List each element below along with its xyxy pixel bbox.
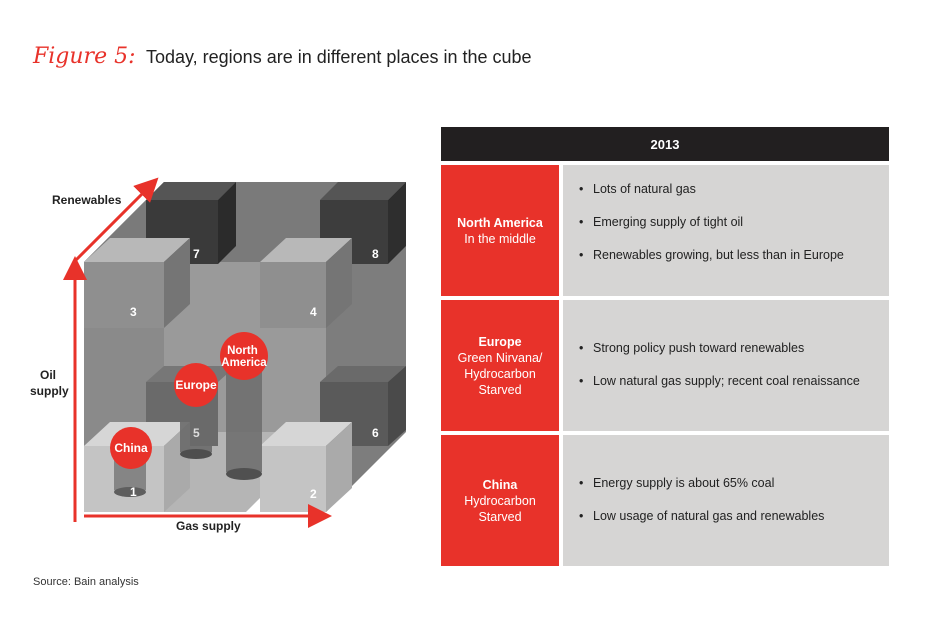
corner-number-5: 5 [193, 426, 200, 440]
region-cell: North America In the middle [441, 165, 559, 296]
region-name: North America [457, 215, 543, 230]
china-marker: China [110, 427, 152, 469]
renewables-axis-label: Renewables [52, 193, 122, 207]
region-subtitle: Hydrocarbon Starved [464, 493, 536, 524]
corner-number-1: 1 [130, 485, 137, 499]
region-name: China [482, 477, 518, 492]
bullets-cell: • Energy supply is about 65% coal • Low us… [563, 435, 889, 566]
cube-svg: 3 4 7 8 5 6 1 2 China Europe North Ameri… [30, 177, 406, 533]
figure-title-row: Figure 5: Today, regions are in differen… [33, 44, 532, 69]
corner-number-8: 8 [372, 247, 379, 261]
corner-number-6: 6 [372, 426, 379, 440]
europe-marker: Europe [174, 363, 218, 407]
region-cell: China Hydrocarbon Starved [441, 435, 559, 566]
source-note: Source: Bain analysis [33, 576, 139, 588]
bullet-item: • Strong policy push toward renewables [579, 341, 805, 355]
bullets-cell: • Strong policy push toward renewables • L… [563, 300, 889, 431]
bullet-item: • Low natural gas supply; recent coal ren… [579, 374, 860, 388]
bullet-item: • Low usage of natural gas and renewables [579, 509, 825, 523]
north-america-cylinder [226, 360, 262, 480]
bullets-cell: • Lots of natural gas • Emerging supply of… [563, 165, 889, 296]
north-america-marker-label: North America [221, 345, 267, 369]
corner-number-2: 2 [310, 487, 317, 501]
region-subtitle: Green Nirvana/ Hydrocarbon Starved [457, 350, 543, 397]
china-marker-label: China [114, 441, 148, 455]
cube-diagram: 3 4 7 8 5 6 1 2 China Europe North Ameri… [30, 170, 430, 550]
table-row-china: China Hydrocarbon Starved • Energy supply… [441, 435, 889, 566]
corner-number-3: 3 [130, 305, 137, 319]
renewables-axis-arrow [72, 177, 159, 264]
corner-number-4: 4 [310, 305, 317, 319]
cube-box-4 [260, 238, 352, 328]
table-header: 2013 [441, 127, 889, 161]
bullet-item: • Energy supply is about 65% coal [579, 476, 775, 490]
table-row-europe: Europe Green Nirvana/ Hydrocarbon Starve… [441, 300, 889, 431]
north-america-marker: North America [220, 332, 268, 380]
figure-title: Today, regions are in different places i… [145, 47, 532, 67]
europe-marker-label: Europe [175, 378, 217, 392]
gas-supply-axis-label: Gas supply [176, 519, 241, 533]
region-subtitle: In the middle [464, 231, 536, 246]
region-name: Europe [478, 334, 522, 349]
cube-box-8 [320, 182, 406, 264]
cube-box-3 [84, 238, 190, 328]
bullet-item: • Emerging supply of tight oil [579, 215, 744, 229]
north-america-label-line1: North [227, 345, 258, 357]
cube-box-2 [260, 422, 352, 512]
table-row-north-america: North America In the middle • Lots of nat… [441, 165, 889, 296]
figure-label: Figure 5: [33, 44, 136, 69]
oil-supply-axis-label: Oil supply [30, 368, 69, 398]
corner-number-7: 7 [193, 247, 200, 261]
region-cell: Europe Green Nirvana/ Hydrocarbon Starve… [441, 300, 559, 431]
europe-cylinder [180, 392, 212, 459]
bullet-item: • Lots of natural gas [579, 182, 696, 196]
north-america-label-line2: America [221, 357, 267, 369]
region-table: 2013 North America In the middle • Lots o… [441, 127, 889, 566]
bullet-item: • Renewables growing, but less than in Eu… [579, 248, 844, 262]
